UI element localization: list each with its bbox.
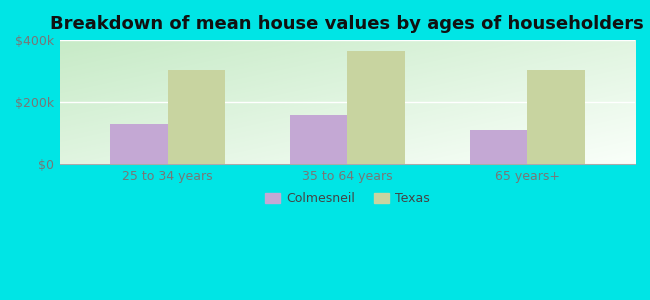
Title: Breakdown of mean house values by ages of householders: Breakdown of mean house values by ages o… <box>51 15 644 33</box>
Legend: Colmesneil, Texas: Colmesneil, Texas <box>260 187 435 210</box>
Bar <box>469 130 527 164</box>
Bar <box>168 70 225 164</box>
Bar <box>347 51 405 164</box>
Bar <box>290 115 347 164</box>
Bar <box>527 70 584 164</box>
Bar <box>110 124 168 164</box>
